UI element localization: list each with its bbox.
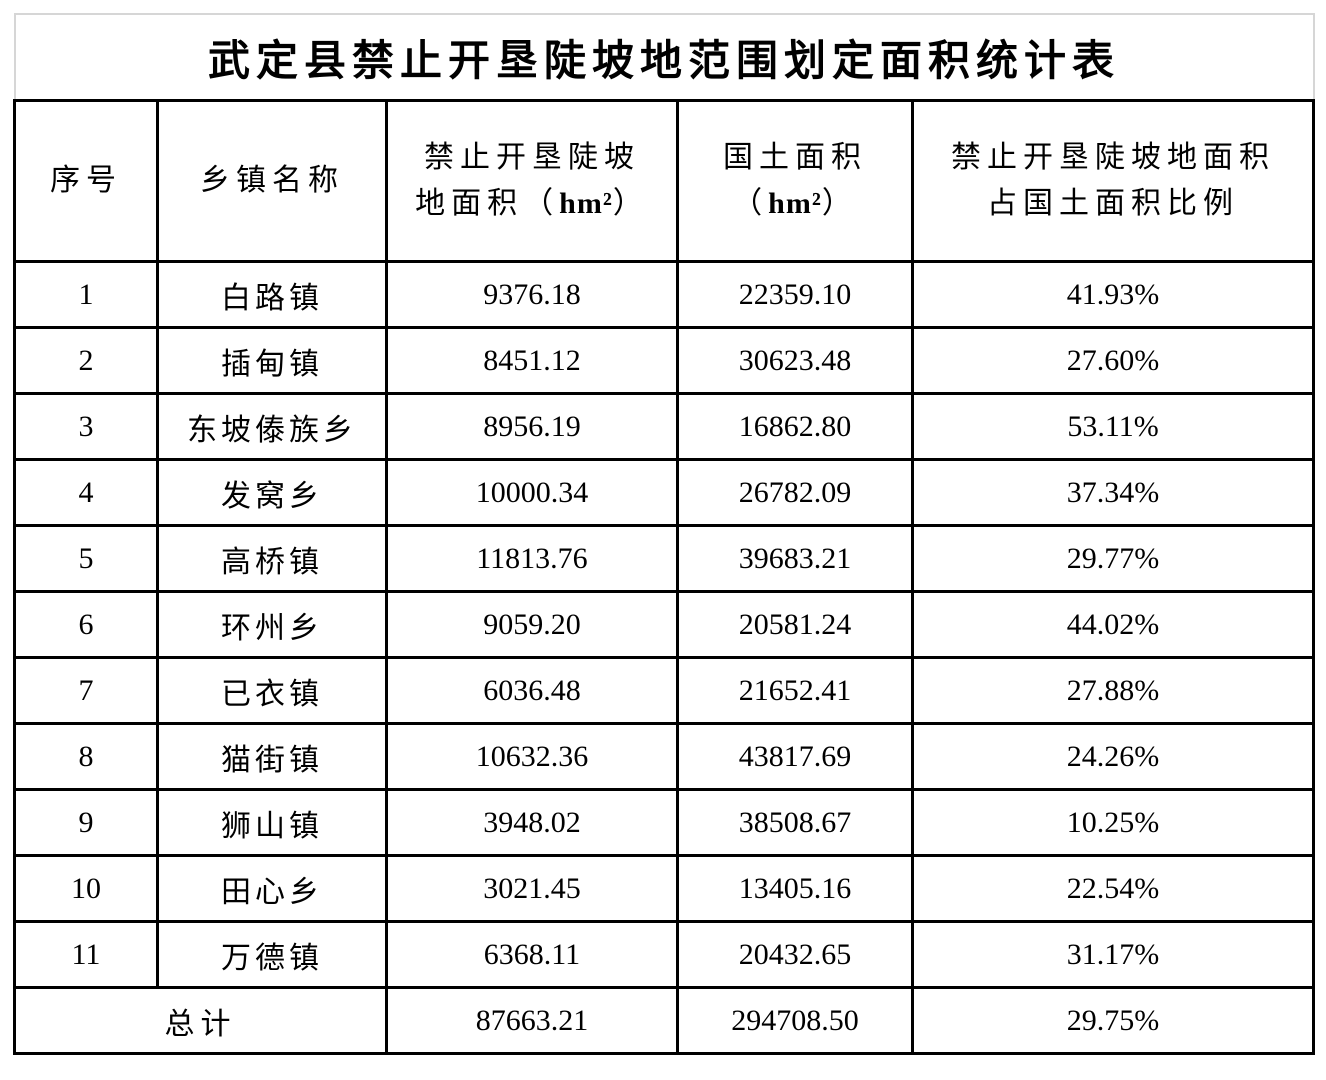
serial-cell: 7 [13,656,159,725]
serial-cell: 6 [13,590,159,659]
table-row: 8 猫街镇 10632.36 43817.69 24.26% [13,722,1316,791]
table-row: 4 发窝乡 10000.34 26782.09 37.34% [13,458,1316,527]
ratio-cell: 22.54% [910,854,1316,923]
table-row: 11 万德镇 6368.11 20432.65 31.17% [13,920,1316,989]
slope-area-cell: 10000.34 [385,458,679,527]
header-row: 序号 乡镇名称 禁止开垦陡坡地面积（hm²） 国土面积（hm²） 禁止开垦陡坡地… [13,99,1316,263]
header-town-name: 乡镇名称 [156,99,388,263]
slope-area-cell: 3948.02 [385,788,679,857]
town-cell: 环州乡 [156,590,388,659]
serial-cell: 5 [13,524,159,593]
town-cell: 高桥镇 [156,524,388,593]
serial-cell: 4 [13,458,159,527]
slope-area-cell: 3021.45 [385,854,679,923]
slope-area-cell: 6368.11 [385,920,679,989]
town-cell: 插甸镇 [156,326,388,395]
ratio-cell: 44.02% [910,590,1316,659]
serial-cell: 2 [13,326,159,395]
total-label-cell: 总计 [13,986,388,1055]
slope-area-cell: 10632.36 [385,722,679,791]
slope-area-cell: 8956.19 [385,392,679,461]
land-area-cell: 38508.67 [676,788,914,857]
header-land-area-close: ） [821,187,858,220]
table-row: 2 插甸镇 8451.12 30623.48 27.60% [13,326,1316,395]
ratio-cell: 29.77% [910,524,1316,593]
table-title: 武定县禁止开垦陡坡地范围划定面积统计表 [13,13,1315,101]
land-area-cell: 39683.21 [676,524,914,593]
total-row: 总计 87663.21 294708.50 29.75% [13,986,1316,1055]
ratio-cell: 10.25% [910,788,1316,857]
slope-area-cell: 9376.18 [385,260,679,329]
header-prohibited-slope-area-unit: hm² [559,187,613,220]
header-prohibited-slope-area-close: ） [612,187,649,220]
land-area-cell: 20581.24 [676,590,914,659]
header-prohibited-slope-area-text: 禁止开垦陡坡地面积（ [415,141,640,220]
town-cell: 狮山镇 [156,788,388,857]
land-area-cell: 13405.16 [676,854,914,923]
serial-cell: 9 [13,788,159,857]
ratio-cell: 53.11% [910,392,1316,461]
town-cell: 田心乡 [156,854,388,923]
total-slope-area-cell: 87663.21 [385,986,679,1055]
ratio-cell: 27.60% [910,326,1316,395]
town-cell: 猫街镇 [156,722,388,791]
header-ratio: 禁止开垦陡坡地面积占国土面积比例 [910,99,1316,263]
ratio-cell: 41.93% [910,260,1316,329]
land-area-cell: 22359.10 [676,260,914,329]
title-row: 武定县禁止开垦陡坡地范围划定面积统计表 [13,13,1315,101]
total-land-area-cell: 294708.50 [676,986,914,1055]
table-row: 7 已衣镇 6036.48 21652.41 27.88% [13,656,1316,725]
header-land-area-text: 国土面积（ [723,141,867,220]
header-land-area: 国土面积（hm²） [676,99,914,263]
table-row: 3 东坡傣族乡 8956.19 16862.80 53.11% [13,392,1316,461]
land-area-cell: 21652.41 [676,656,914,725]
header-land-area-unit: hm² [768,187,822,220]
land-area-cell: 43817.69 [676,722,914,791]
table-row: 6 环州乡 9059.20 20581.24 44.02% [13,590,1316,659]
document-sheet: 武定县禁止开垦陡坡地范围划定面积统计表 序号 乡镇名称 禁止开垦陡坡地面积（hm… [13,13,1316,1055]
statistics-table: 武定县禁止开垦陡坡地范围划定面积统计表 序号 乡镇名称 禁止开垦陡坡地面积（hm… [13,13,1316,1055]
town-cell: 东坡傣族乡 [156,392,388,461]
land-area-cell: 20432.65 [676,920,914,989]
total-ratio-cell: 29.75% [910,986,1316,1055]
serial-cell: 3 [13,392,159,461]
slope-area-cell: 9059.20 [385,590,679,659]
town-cell: 白路镇 [156,260,388,329]
town-cell: 已衣镇 [156,656,388,725]
header-serial-number: 序号 [13,99,159,263]
table-row: 9 狮山镇 3948.02 38508.67 10.25% [13,788,1316,857]
land-area-cell: 16862.80 [676,392,914,461]
ratio-cell: 24.26% [910,722,1316,791]
table-row: 1 白路镇 9376.18 22359.10 41.93% [13,260,1316,329]
serial-cell: 8 [13,722,159,791]
serial-cell: 10 [13,854,159,923]
table-row: 5 高桥镇 11813.76 39683.21 29.77% [13,524,1316,593]
serial-cell: 1 [13,260,159,329]
town-cell: 万德镇 [156,920,388,989]
table-row: 10 田心乡 3021.45 13405.16 22.54% [13,854,1316,923]
ratio-cell: 31.17% [910,920,1316,989]
town-cell: 发窝乡 [156,458,388,527]
slope-area-cell: 8451.12 [385,326,679,395]
header-prohibited-slope-area: 禁止开垦陡坡地面积（hm²） [385,99,679,263]
slope-area-cell: 11813.76 [385,524,679,593]
slope-area-cell: 6036.48 [385,656,679,725]
land-area-cell: 26782.09 [676,458,914,527]
land-area-cell: 30623.48 [676,326,914,395]
ratio-cell: 27.88% [910,656,1316,725]
serial-cell: 11 [13,920,159,989]
ratio-cell: 37.34% [910,458,1316,527]
